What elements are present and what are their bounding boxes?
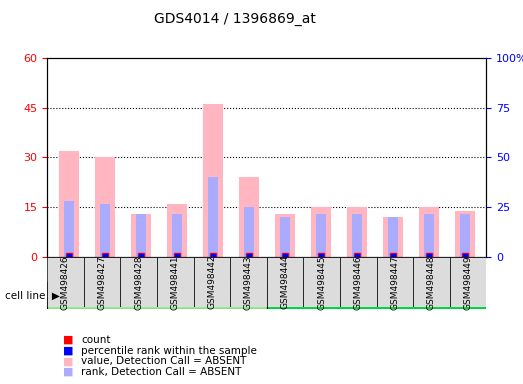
Bar bbox=[100, 204, 110, 257]
FancyBboxPatch shape bbox=[84, 257, 120, 307]
FancyBboxPatch shape bbox=[157, 257, 194, 307]
Text: value, Detection Call = ABSENT: value, Detection Call = ABSENT bbox=[81, 356, 246, 366]
Bar bbox=[388, 217, 397, 257]
Text: GSM498441: GSM498441 bbox=[170, 255, 180, 310]
FancyBboxPatch shape bbox=[47, 282, 267, 309]
Bar bbox=[352, 214, 362, 257]
Text: CRI-G1-RR (rotenone resistant): CRI-G1-RR (rotenone resistant) bbox=[76, 291, 238, 301]
Bar bbox=[244, 207, 254, 257]
Bar bbox=[167, 204, 187, 257]
Bar bbox=[95, 157, 115, 257]
FancyBboxPatch shape bbox=[377, 257, 413, 307]
Text: GSM498447: GSM498447 bbox=[390, 255, 400, 310]
FancyBboxPatch shape bbox=[340, 257, 377, 307]
Text: GSM498449: GSM498449 bbox=[463, 255, 473, 310]
Text: rank, Detection Call = ABSENT: rank, Detection Call = ABSENT bbox=[81, 367, 242, 377]
Text: CRI-G1-RS (rotenone sensitive): CRI-G1-RS (rotenone sensitive) bbox=[295, 291, 458, 301]
Text: GSM498442: GSM498442 bbox=[207, 255, 217, 310]
FancyBboxPatch shape bbox=[194, 257, 230, 307]
Bar bbox=[316, 214, 326, 257]
Text: GDS4014 / 1396869_at: GDS4014 / 1396869_at bbox=[154, 12, 316, 25]
Text: GSM498428: GSM498428 bbox=[134, 255, 143, 310]
FancyBboxPatch shape bbox=[413, 257, 450, 307]
Text: GSM498427: GSM498427 bbox=[97, 255, 107, 310]
Bar bbox=[455, 211, 475, 257]
Text: GSM498444: GSM498444 bbox=[280, 255, 290, 310]
Text: GSM498446: GSM498446 bbox=[354, 255, 363, 310]
Bar bbox=[203, 104, 223, 257]
Bar bbox=[280, 217, 290, 257]
FancyBboxPatch shape bbox=[303, 257, 340, 307]
FancyBboxPatch shape bbox=[267, 282, 486, 309]
Bar bbox=[419, 207, 439, 257]
Bar bbox=[136, 214, 145, 257]
Bar bbox=[460, 214, 470, 257]
Bar bbox=[131, 214, 151, 257]
Text: ■: ■ bbox=[63, 346, 73, 356]
Text: ■: ■ bbox=[63, 367, 73, 377]
Bar bbox=[311, 207, 331, 257]
Text: count: count bbox=[81, 335, 110, 345]
FancyBboxPatch shape bbox=[47, 257, 84, 307]
Bar bbox=[59, 151, 78, 257]
Text: GSM498426: GSM498426 bbox=[61, 255, 70, 310]
Bar bbox=[383, 217, 403, 257]
Text: GSM498443: GSM498443 bbox=[244, 255, 253, 310]
Bar bbox=[64, 201, 74, 257]
FancyBboxPatch shape bbox=[230, 257, 267, 307]
Bar bbox=[275, 214, 294, 257]
Bar bbox=[172, 214, 181, 257]
Bar bbox=[208, 177, 218, 257]
FancyBboxPatch shape bbox=[120, 257, 157, 307]
Text: ■: ■ bbox=[63, 356, 73, 366]
FancyBboxPatch shape bbox=[267, 257, 303, 307]
Bar bbox=[239, 177, 259, 257]
FancyBboxPatch shape bbox=[450, 257, 486, 307]
Text: ■: ■ bbox=[63, 335, 73, 345]
Text: cell line  ▶: cell line ▶ bbox=[5, 291, 60, 301]
Text: GSM498445: GSM498445 bbox=[317, 255, 326, 310]
Bar bbox=[347, 207, 367, 257]
Text: percentile rank within the sample: percentile rank within the sample bbox=[81, 346, 257, 356]
Bar bbox=[424, 214, 434, 257]
Text: GSM498448: GSM498448 bbox=[427, 255, 436, 310]
